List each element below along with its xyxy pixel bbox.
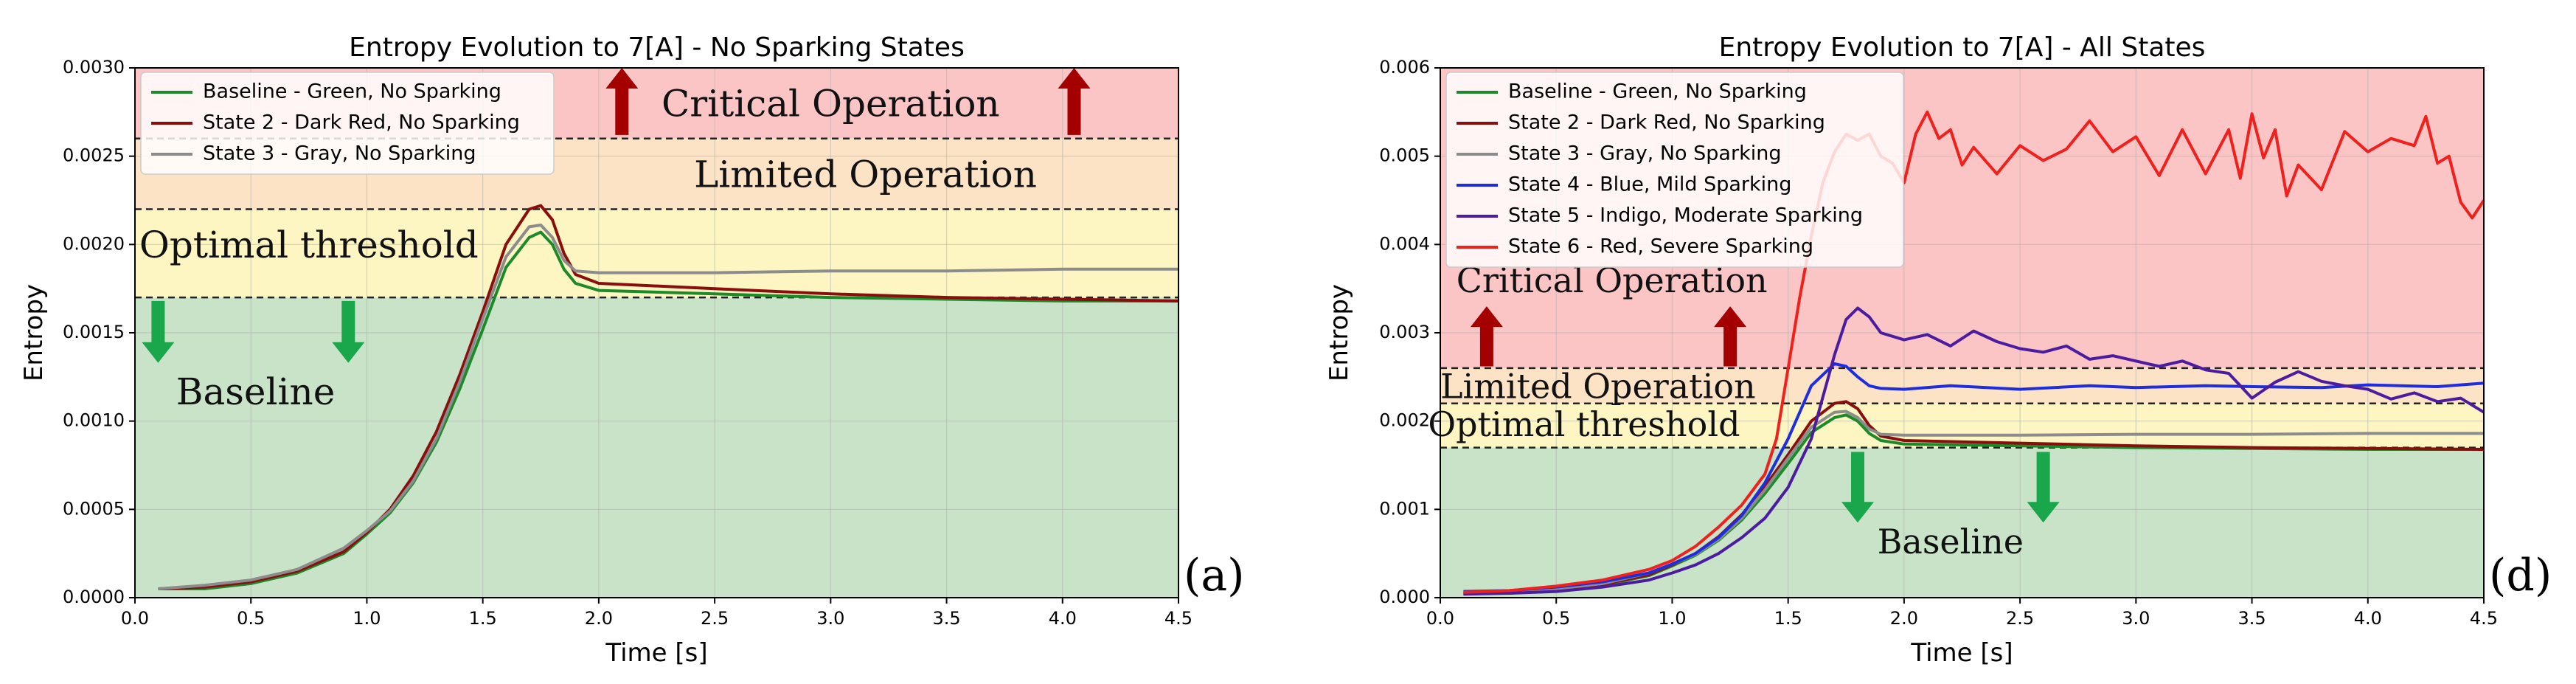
y-tick-label: 0.0010 (63, 410, 125, 431)
band-1 (1440, 403, 2484, 448)
x-tick-label: 0.0 (1426, 608, 1454, 629)
legend-entry: State 5 - Indigo, Moderate Sparking (1508, 204, 1863, 227)
x-tick-label: 4.5 (2470, 608, 2498, 629)
series-line-0 (158, 230, 1178, 590)
band-annotation-2: Optimal threshold (1428, 404, 1740, 444)
y-tick-label: 0.003 (1379, 322, 1430, 342)
band-annotation-1: Limited Operation (694, 153, 1037, 196)
band-annotation-3: Baseline (1878, 522, 2024, 562)
legend-entry: State 3 - Gray, No Sparking (1508, 142, 1781, 165)
y-tick-label: 0.0025 (63, 145, 125, 166)
y-tick-label: 0.006 (1379, 57, 1430, 77)
y-tick-label: 0.005 (1379, 145, 1430, 166)
x-tick-label: 4.5 (1164, 608, 1192, 629)
band-1 (135, 209, 1178, 298)
y-tick-label: 0.0005 (63, 498, 125, 519)
legend-box (140, 72, 555, 175)
up-arrow-icon-1 (1714, 306, 1747, 367)
down-arrow-icon-2 (1841, 452, 1874, 523)
up-arrow-icon-1 (1058, 68, 1091, 135)
y-tick-label: 0.0020 (63, 233, 125, 254)
x-tick-label: 3.5 (2237, 608, 2266, 629)
legend-entry: Baseline - Green, No Sparking (1508, 80, 1807, 103)
band-annotation-2: Optimal threshold (139, 224, 479, 266)
x-tick-label: 1.5 (1774, 608, 1802, 629)
legend-entry: State 3 - Gray, No Sparking (203, 142, 476, 165)
x-tick-label: 1.5 (469, 608, 497, 629)
legend-entry: State 4 - Blue, Mild Sparking (1508, 173, 1791, 196)
band-annotation-3: Baseline (176, 370, 336, 413)
x-tick-label: 4.0 (2354, 608, 2382, 629)
x-axis-label: Time [s] (1910, 638, 2013, 668)
band-annotation-1: Limited Operation (1440, 367, 1756, 407)
y-tick-label: 0.0000 (63, 587, 125, 607)
x-tick-label: 2.5 (701, 608, 729, 629)
panel-label: (d) (2489, 550, 2552, 601)
down-arrow-icon-2 (142, 300, 175, 363)
y-axis-label: Entropy (1325, 284, 1354, 381)
down-arrow-icon-3 (2027, 452, 2060, 523)
x-tick-label: 3.0 (816, 608, 844, 629)
legend-entry: State 2 - Dark Red, No Sparking (1508, 111, 1825, 134)
series-line-5 (1463, 110, 2485, 594)
y-axis-label: Entropy (19, 284, 49, 381)
x-tick-label: 2.5 (2006, 608, 2034, 629)
y-tick-label: 0.002 (1379, 410, 1430, 431)
x-tick-label: 2.0 (1890, 608, 1918, 629)
x-tick-label: 1.0 (1658, 608, 1686, 629)
series-line-4 (1463, 306, 2485, 596)
y-tick-label: 0.004 (1379, 233, 1430, 254)
y-tick-label: 0.001 (1379, 498, 1430, 519)
band-0 (1440, 447, 2484, 598)
up-arrow-icon-0 (605, 68, 639, 135)
x-tick-label: 0.0 (121, 608, 149, 629)
chart-title: Entropy Evolution to 7[A] - All States (1719, 32, 2206, 63)
down-arrow-icon-3 (332, 300, 365, 363)
legend-entry: Baseline - Green, No Sparking (203, 80, 501, 103)
legend-entry: State 6 - Red, Severe Sparking (1508, 235, 1813, 258)
x-axis-label: Time [s] (605, 638, 707, 668)
series-line-3 (1463, 362, 2485, 593)
y-tick-label: 0.000 (1379, 587, 1430, 607)
chart-title: Entropy Evolution to 7[A] - No Sparking … (349, 32, 965, 63)
x-tick-label: 3.5 (932, 608, 960, 629)
x-tick-label: 2.0 (585, 608, 613, 629)
up-arrow-icon-0 (1470, 306, 1503, 367)
x-tick-label: 0.5 (1542, 608, 1570, 629)
x-tick-label: 4.0 (1049, 608, 1077, 629)
panel-label: (a) (1184, 550, 1245, 601)
band-0 (135, 297, 1178, 598)
x-tick-label: 0.5 (237, 608, 265, 629)
x-tick-label: 1.0 (353, 608, 381, 629)
series-line-1 (158, 204, 1179, 590)
chart-a: Critical Operation Limited Operation Optim… (19, 32, 1245, 668)
band-annotation-0: Critical Operation (662, 83, 1000, 125)
legend-entry: State 2 - Dark Red, No Sparking (203, 111, 520, 134)
series-line-2 (158, 224, 1178, 590)
y-tick-label: 0.0030 (63, 57, 125, 77)
x-tick-label: 3.0 (2122, 608, 2150, 629)
y-tick-label: 0.0015 (63, 322, 125, 342)
legend-box (1445, 72, 1904, 268)
